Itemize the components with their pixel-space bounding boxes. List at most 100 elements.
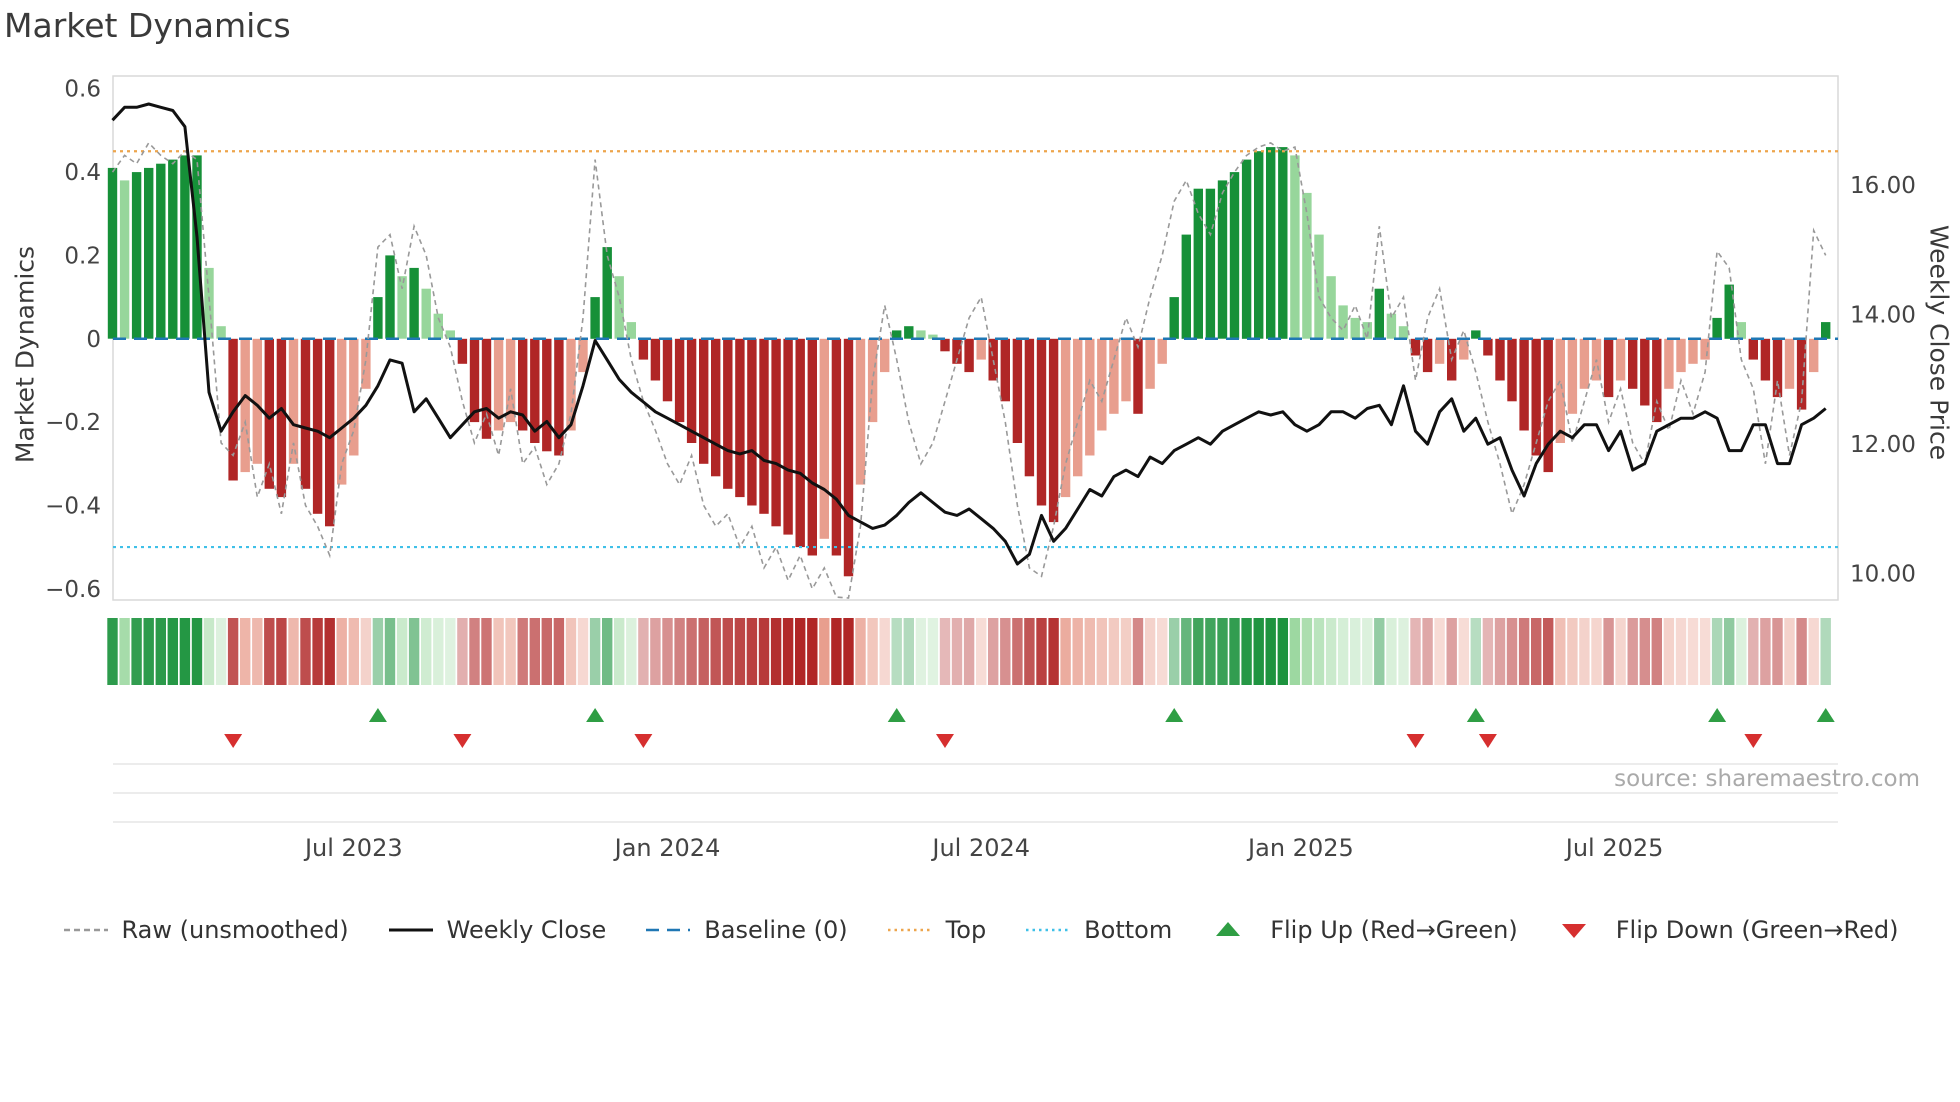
x-tick-label: Jul 2025 [1564,834,1664,862]
oscillator-bar [843,338,854,577]
oscillator-bar [168,159,178,339]
oscillator-bar [337,338,347,485]
oscillator-bar [144,167,154,339]
heatmap-cell [770,618,782,685]
heatmap-cell [1675,618,1687,685]
heatmap-cell [939,618,951,685]
heatmap-cell [1120,618,1132,685]
oscillator-bar [119,180,130,339]
heatmap-cell [372,618,384,685]
heatmap-cell [1579,618,1590,685]
heatmap-cell [421,618,432,685]
oscillator-bar [312,338,323,514]
oscillator-bar [1555,338,1565,443]
heatmap-cell [1663,618,1675,685]
heatmap-cell [1193,618,1204,685]
oscillator-bar [1205,188,1216,339]
oscillator-bar [711,338,721,477]
heatmap-cell [1181,618,1192,685]
heatmap-cell [1350,618,1361,685]
oscillator-bar [1796,338,1807,410]
heatmap-cell [131,618,142,685]
oscillator-bar [1784,338,1795,389]
oscillator-bar [626,322,636,339]
oscillator-bar [1314,234,1324,339]
flip-up-marker [1466,708,1485,722]
heatmap-cell [602,618,613,685]
legend-item: Raw (unsmoothed) [62,916,349,944]
flip-up-marker [1165,708,1184,722]
heatmap-cell [1567,618,1578,685]
heatmap-cell [879,618,890,685]
left-tick-label: 0.4 [64,160,101,186]
oscillator-bar [650,338,661,381]
oscillator-bar [783,338,793,535]
chart-title: Market Dynamics [4,6,291,45]
oscillator-bar [457,338,468,364]
heatmap-cell [1711,618,1723,685]
oscillator-bar [1073,338,1083,477]
oscillator-bar [1628,338,1638,389]
bottom-line-icon [1026,928,1071,932]
oscillator-bar [1652,338,1662,423]
legend-item: Flip Up (Red→Green) [1210,916,1518,944]
heatmap-cell [240,618,251,685]
heatmap-cell [698,618,709,685]
heatmap-cell [1048,618,1059,685]
oscillator-bar [1483,338,1493,356]
heatmap-cell [312,618,323,685]
oscillator-bar [276,338,287,498]
heatmap-cell [1072,618,1083,685]
heatmap-cell [951,618,963,685]
heatmap-cell [1084,618,1095,685]
oscillator-bar [264,338,274,489]
oscillator-bar [735,338,745,498]
legend-label: Weekly Close [446,916,607,944]
left-tick-label: −0.4 [45,493,101,519]
heatmap-cell [1820,618,1831,685]
legend-item: Flip Down (Green→Red) [1556,916,1899,944]
oscillator-bar [481,338,492,439]
heatmap-cell [1615,618,1626,685]
oscillator-bar [445,330,455,339]
heatmap-cell [662,618,673,685]
oscillator-bar [1326,276,1336,339]
oscillator-bar [831,338,842,556]
heatmap-cell [179,618,191,685]
heatmap-cell [589,618,601,685]
oscillator-bar [1398,326,1409,339]
heatmap-cell [1289,618,1301,685]
chart-canvas: 0.6 0.4 0.2 0 −0.2 −0.4 −0.6 16.00 14.00 12.00 10.… [45,75,1916,862]
heatmap-cell [1096,618,1107,685]
heatmap-cell [1808,618,1819,685]
oscillator-bar [1664,338,1674,389]
oscillator-bar [578,338,588,373]
oscillator-bar [1531,338,1541,456]
legend-label: Baseline (0) [704,916,848,944]
oscillator-bar [1434,338,1445,364]
heatmap-cell [1724,618,1735,685]
oscillator-bar [1603,338,1614,398]
oscillator-bar [518,338,528,431]
oscillator-bar [892,330,902,339]
heatmap-cell [795,618,806,685]
heatmap-cell [203,618,215,685]
oscillator-bar [373,297,383,339]
oscillator-bar [590,297,600,339]
oscillator-bar [1676,338,1686,373]
oscillator-bar [1736,322,1746,339]
heatmap-cell [1410,618,1421,685]
heatmap-cell [1398,618,1409,685]
heatmap-cell [143,618,154,685]
heatmap-cell [336,618,347,685]
oscillator-bar [156,163,166,339]
source-credit: source: sharemaestro.com [1614,766,1920,792]
heatmap-cell [1543,618,1554,685]
legend-label: Top [945,916,987,944]
oscillator-bar [1748,338,1758,360]
heatmap-cell [1253,618,1264,685]
oscillator-bar [493,338,504,431]
oscillator-bar [1181,234,1191,339]
oscillator-bar [807,338,817,556]
